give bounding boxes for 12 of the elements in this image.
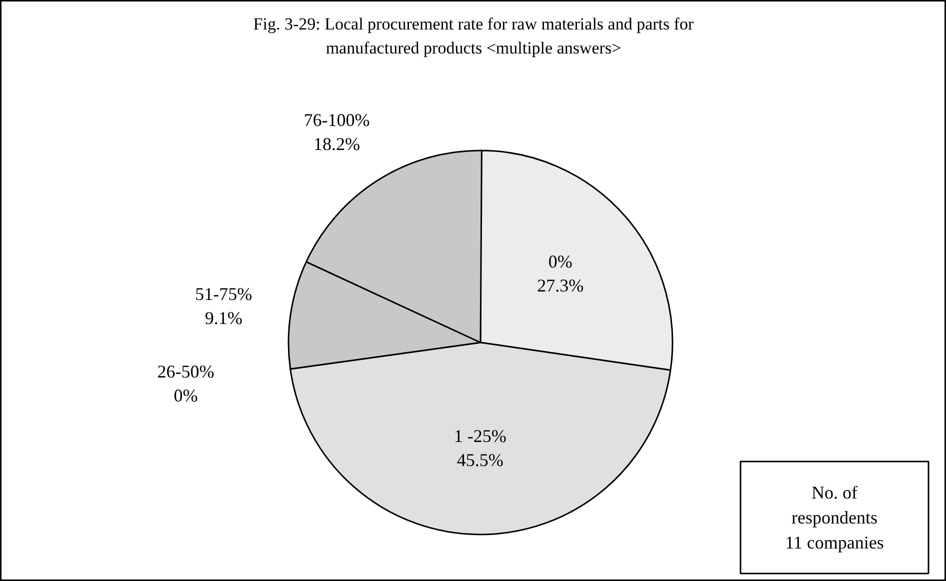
data-label: 27.3% xyxy=(537,275,584,296)
data-label: 45.5% xyxy=(456,450,504,470)
data-label: 9.1% xyxy=(204,308,242,328)
slice-label: 0% xyxy=(548,251,572,272)
text: 0% xyxy=(174,386,198,406)
slice-label: 51-75% xyxy=(195,284,252,304)
text: No. of respondents 11 companies xyxy=(785,482,884,552)
data-label: 18.2% xyxy=(314,134,360,154)
slice-label: 1 -25% xyxy=(454,426,506,446)
chart-title: Fig. 3-29: Local procurement rate for raw materials and parts for manufactured products <multiple answers> xyxy=(253,14,694,58)
category-label: 26-50% xyxy=(157,362,214,382)
slice-label: 76-100% xyxy=(304,110,370,130)
